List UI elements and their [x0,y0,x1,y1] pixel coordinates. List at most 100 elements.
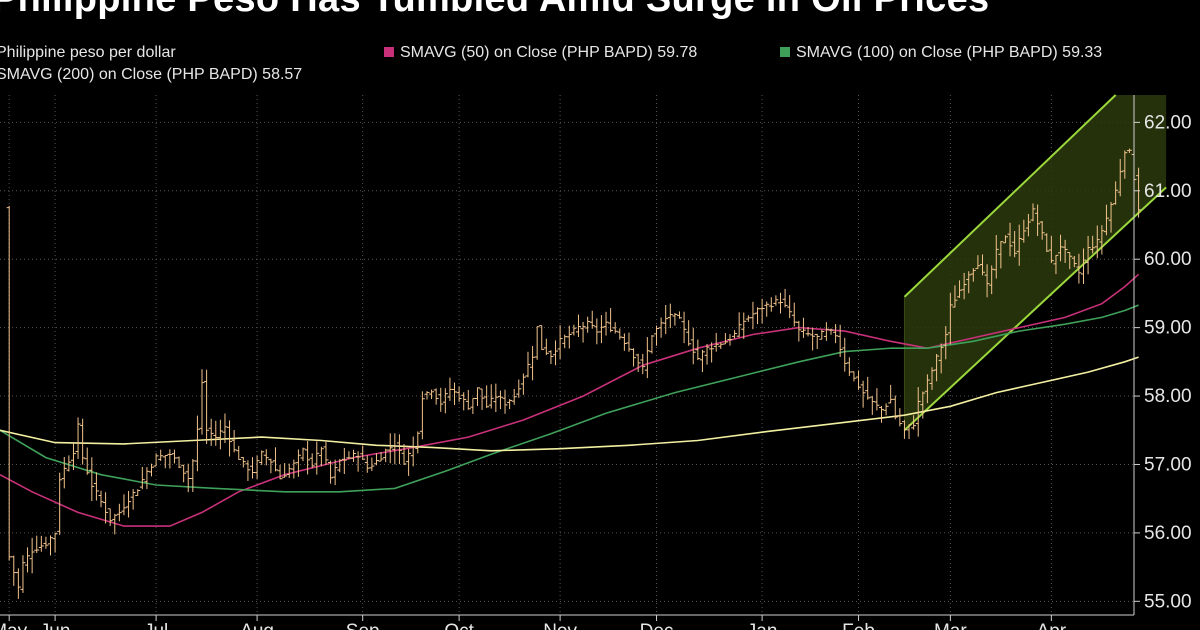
price-bar [1076,253,1082,284]
price-bar [66,455,72,472]
price-bar [396,434,402,465]
price-bar [984,264,990,298]
price-bar [1030,203,1036,222]
price-bar [314,441,320,475]
price-bar [84,447,90,475]
price-bar [171,449,177,464]
price-bar [1044,233,1050,253]
price-bar [204,369,210,445]
price-bar [135,489,141,496]
price-bar [479,388,485,410]
price-bar [245,460,251,481]
price-bar [993,235,999,279]
price-bar [1103,204,1109,236]
price-bar [158,449,164,461]
price-bar [1136,167,1142,218]
price-bar [346,451,352,460]
price-bar [520,373,526,395]
price-bar [291,459,297,479]
price-bar [167,449,173,469]
price-bar [695,339,701,361]
price-bar [181,464,187,483]
price-bar [626,332,632,352]
price-bar [608,308,614,333]
price-bar [48,535,54,556]
price-bar [686,320,692,346]
price-bar [612,322,618,334]
price-bar [222,413,228,444]
price-bar [548,350,554,364]
price-bar [259,450,265,465]
price-bar [410,436,416,467]
price-bar [961,272,967,300]
y-tick-label: 58.00 [1144,386,1192,407]
price-bar [1094,225,1100,259]
price-bar [6,205,12,561]
price-bar [934,353,940,382]
price-bar [415,431,421,454]
price-bar [15,568,21,599]
price-bar [957,280,963,298]
price-bar [300,447,306,462]
price-bar [149,463,155,477]
price-bar [1117,158,1123,197]
price-bar [888,384,894,404]
price-bar [429,389,435,400]
price-bar [98,490,104,508]
price-bar [364,455,370,473]
price-bar [819,329,825,340]
price-bar [631,348,637,367]
price-bar [938,343,944,374]
price-bar [282,463,288,478]
price-bar [70,443,76,471]
price-bar [38,535,44,552]
price-bar [878,405,884,423]
price-bar [1080,248,1086,284]
price-series [6,148,1142,599]
price-bar [699,349,705,373]
price-bar [20,555,26,593]
price-bar [571,324,577,336]
price-bar [800,317,806,338]
price-bar [465,389,471,410]
price-bar [1053,254,1059,275]
price-bar [11,555,17,586]
price-bar [1025,213,1031,237]
price-bar [966,271,972,294]
price-bar [837,324,843,357]
price-bar [585,316,591,333]
x-tick-label: Mar [934,621,967,630]
price-bar [424,391,430,400]
price-bar [199,369,205,435]
price-bar [924,374,930,404]
price-bar [575,314,581,338]
price-bar [309,453,315,469]
price-bar [263,449,269,466]
price-bar [318,446,324,467]
price-bar [745,315,751,322]
price-bar [768,297,774,312]
price-bar [254,455,260,479]
price-bar [208,418,214,446]
price-bar [810,327,816,351]
price-bar [497,390,503,410]
price-bar [75,417,81,459]
price-bar [543,338,549,356]
y-tick-label: 62.00 [1144,112,1192,133]
price-bar [286,463,292,478]
price-bar [906,424,912,440]
price-bar [139,466,145,490]
price-bar [332,459,338,486]
x-tick-label: Jul [144,621,168,630]
price-bar [750,301,756,330]
price-bar [901,420,907,439]
price-bar [250,457,256,479]
price-bar [911,415,917,430]
price-bar [383,448,389,463]
x-tick-label: Jan [747,621,778,630]
channel-fill [904,95,1167,431]
legend-sma100-label: SMAVG (100) on Close (PHP BAPD) 59.33 [796,44,1103,61]
price-bar [89,457,95,501]
price-bar [34,535,40,554]
x-tick-label: Dec [640,621,674,630]
